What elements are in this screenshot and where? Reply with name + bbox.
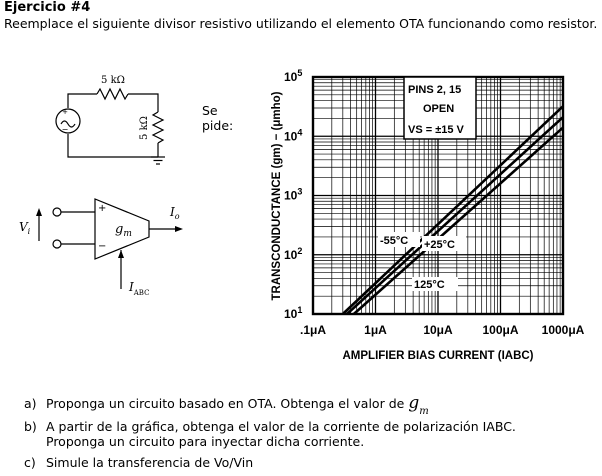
conditions-pins: PINS 2, 15 [408,84,461,96]
label-minus55: -55°C [380,235,408,247]
bottom-resistor-label: 5 kΩ [139,116,150,140]
chart-series [341,105,564,315]
x-axis-label: AMPLIFIER BIAS CURRENT (IABC) [342,350,533,362]
series-line-1 [341,105,564,315]
exercise-title: Ejercicio #4 [4,0,91,15]
ota-minus-sign: − [98,241,106,252]
divider-circuit: + − 5 kΩ 5 kΩ [55,75,165,165]
y-tick-10-4: 104 [284,127,302,143]
y-tick-10-5: 105 [284,68,302,84]
x-tick-label: 10μA [423,323,453,337]
top-resistor-label: 5 kΩ [101,75,125,86]
ac-source-icon [55,108,81,134]
y-axis-label: TRANSCONDUCTANCE (gm) − (μmho) [271,91,283,300]
svg-text:−: − [62,125,69,134]
vi-label: Vi [19,220,31,236]
x-tick-label: .1μA [300,323,326,337]
conditions-box [403,76,477,140]
conditions-vs: VS = ±15 V [408,124,465,136]
conditions-open: OPEN [423,103,454,115]
question-b: b) A partir de la gráfica, obtenga el va… [24,419,516,449]
iabc-label: IABC [128,280,149,297]
y-tick-10-3: 103 [284,187,302,203]
io-label: Io [169,205,180,221]
transconductance-chart: PINS 2, 15 OPEN VS = ±15 V -55°C +25°C 1… [271,68,585,362]
question-c: c) Simule la transferencia de Vo/Vin [24,455,254,470]
y-tick-labels: 101 102 103 104 105 [284,68,302,321]
y-tick-10-1: 101 [284,305,302,321]
ota-plus-sign: + [98,203,106,214]
top-resistor [96,87,129,101]
ota-triangle [94,198,150,260]
exercise-intro: Reemplace el siguiente divisor resistivo… [4,16,598,31]
x-tick-label: 100μA [482,323,518,337]
series-line-3 [352,126,564,315]
x-tick-label: 1000μA [542,323,585,337]
ota-gm-label: gm [115,222,132,239]
se-pide-label: Se pide: [202,103,234,133]
gm-symbol: gm [408,393,429,418]
ota-symbol: + − gm Vi Io IABC [19,198,183,297]
label-plus25: +25°C [424,239,455,251]
series-line-2 [346,116,564,315]
questions-list: a) Proponga un circuito basado en OTA. O… [24,393,594,476]
x-tick-labels: .1μA 1μA 10μA 100μA 1000μA [300,323,585,337]
bottom-resistor [151,111,165,144]
x-tick-label: 1μA [364,323,387,337]
svg-text:+: + [62,108,68,116]
question-a: a) Proponga un circuito basado en OTA. O… [24,393,429,418]
y-tick-10-2: 102 [284,246,302,262]
label-125: 125°C [414,279,445,291]
